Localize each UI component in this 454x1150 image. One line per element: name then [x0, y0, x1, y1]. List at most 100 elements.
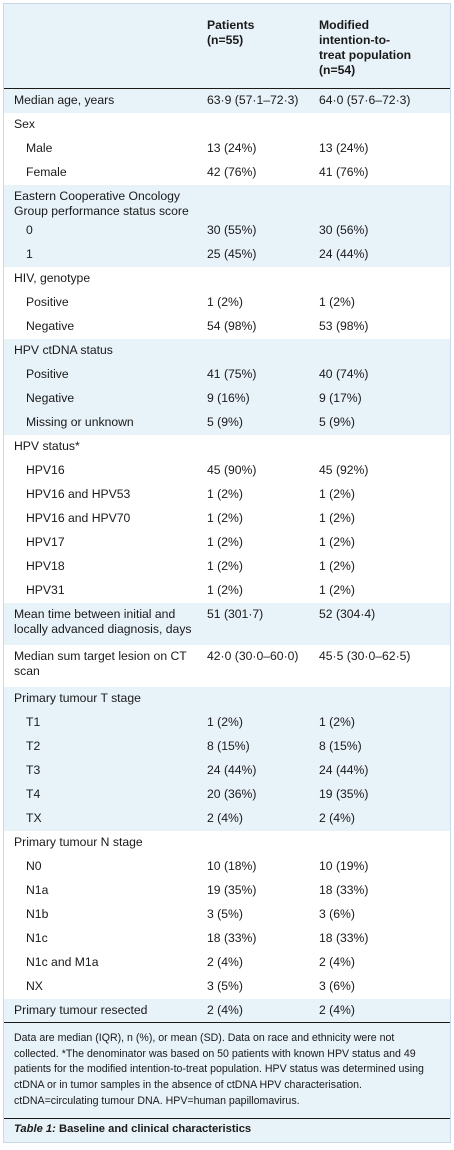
patients-value: 45 (90%)	[207, 462, 257, 477]
mitt-value: 1 (2%)	[319, 558, 355, 573]
mitt-value: 13 (24%)	[319, 140, 369, 155]
row-label: NX	[26, 978, 43, 993]
mitt-value: 24 (44%)	[319, 762, 369, 777]
row-label: Female	[26, 164, 67, 179]
row-label: Eastern Cooperative Oncology Group perfo…	[14, 188, 189, 218]
patients-value: 8 (15%)	[207, 738, 250, 753]
mitt-value	[319, 113, 450, 137]
patients-value: 9 (16%)	[207, 390, 250, 405]
mitt-value: 40 (74%)	[319, 366, 369, 381]
patients-value: 41 (75%)	[207, 366, 257, 381]
row-label: Negative	[26, 318, 75, 333]
table-row: HIV, genotype	[4, 266, 450, 291]
table-row: N0 10 (18%) 10 (19%)	[4, 854, 450, 879]
mitt-value: 5 (9%)	[319, 414, 355, 429]
table-row: HPV16 45 (90%) 45 (92%)	[4, 458, 450, 483]
row-label: Median sum target lesion on CT scan	[14, 648, 187, 678]
patients-value: 42 (76%)	[207, 164, 257, 179]
table-footnote: Data are median (IQR), n (%), or mean (S…	[14, 1032, 424, 1107]
patients-value: 13 (24%)	[207, 140, 257, 155]
mitt-value: 2 (4%)	[319, 954, 355, 969]
row-label: T3	[26, 762, 41, 777]
patients-value: 5 (9%)	[207, 414, 243, 429]
table-row: HPV16 and HPV70 1 (2%) 1 (2%)	[4, 506, 450, 531]
table-row: 1 25 (45%) 24 (44%)	[4, 242, 450, 267]
table-row: Female 42 (76%) 41 (76%)	[4, 160, 450, 185]
header-mitt-line4: (n=54)	[319, 63, 356, 77]
patients-value: 54 (98%)	[207, 318, 257, 333]
table-row: Missing or unknown 5 (9%) 5 (9%)	[4, 410, 450, 435]
table-row: Positive 1 (2%) 1 (2%)	[4, 290, 450, 315]
table-row: Primary tumour T stage	[4, 686, 450, 711]
table-row: T3 24 (44%) 24 (44%)	[4, 758, 450, 783]
mitt-value: 1 (2%)	[319, 294, 355, 309]
table-row: HPV18 1 (2%) 1 (2%)	[4, 554, 450, 579]
row-label: Male	[26, 140, 53, 155]
mitt-value: 18 (33%)	[319, 882, 369, 897]
row-label: HPV status*	[14, 438, 80, 453]
table-row: HPV16 and HPV53 1 (2%) 1 (2%)	[4, 482, 450, 507]
mitt-value	[319, 339, 450, 363]
table-row: Mean time between initial and locally ad…	[4, 602, 450, 645]
row-label: Mean time between initial and locally ad…	[14, 606, 192, 636]
row-label: Negative	[26, 390, 75, 405]
row-label: N1c and M1a	[26, 954, 99, 969]
header-patients-line1: Patients	[207, 18, 255, 32]
table-row: NX 3 (5%) 3 (6%)	[4, 974, 450, 999]
row-label: Median age, years	[14, 93, 115, 107]
row-label: HIV, genotype	[14, 270, 91, 285]
mitt-value: 30 (56%)	[319, 222, 369, 237]
table-row: Positive 41 (75%) 40 (74%)	[4, 362, 450, 387]
patients-value: 10 (18%)	[207, 858, 257, 873]
row-label: N1c	[26, 930, 48, 945]
table-row: Negative 54 (98%) 53 (98%)	[4, 314, 450, 339]
row-label: Primary tumour N stage	[14, 834, 143, 849]
row-label: 1	[26, 246, 33, 261]
mitt-value: 1 (2%)	[319, 714, 355, 729]
patients-value: 2 (4%)	[207, 1002, 243, 1017]
mitt-value: 1 (2%)	[319, 486, 355, 501]
mitt-value	[319, 831, 450, 855]
patients-value	[207, 435, 319, 459]
header-mitt-line2: intention-to-	[319, 33, 391, 47]
patients-value	[207, 831, 319, 855]
row-label: Missing or unknown	[26, 414, 134, 429]
patients-value	[207, 687, 319, 711]
row-label: HPV16 and HPV70	[26, 510, 131, 525]
row-label: HPV ctDNA status	[14, 342, 113, 357]
row-label: HPV31	[26, 582, 65, 597]
table-row: Primary tumour N stage	[4, 830, 450, 855]
header-patients: Patients (n=55)	[207, 4, 319, 89]
mitt-value: 2 (4%)	[319, 1002, 355, 1017]
table-row: HPV31 1 (2%) 1 (2%)	[4, 578, 450, 603]
patients-value: 2 (4%)	[207, 954, 243, 969]
mitt-value: 53 (98%)	[319, 318, 369, 333]
table-row: Median sum target lesion on CT scan 42·0 …	[4, 644, 450, 687]
row-label: 0	[26, 222, 33, 237]
mitt-value: 1 (2%)	[319, 534, 355, 549]
mitt-value	[319, 185, 450, 219]
mitt-value: 18 (33%)	[319, 930, 369, 945]
patients-value: 20 (36%)	[207, 786, 257, 801]
row-label: Positive	[26, 366, 69, 381]
mitt-value: 1 (2%)	[319, 582, 355, 597]
mitt-value: 10 (19%)	[319, 858, 369, 873]
mitt-value: 2 (4%)	[319, 810, 355, 825]
header-mitt: Modified intention-to- treat population …	[319, 4, 450, 89]
patients-value: 1 (2%)	[207, 582, 243, 597]
row-label: HPV17	[26, 534, 65, 549]
mitt-value	[319, 687, 450, 711]
table-row: N1c 18 (33%) 18 (33%)	[4, 926, 450, 951]
table-row: Male 13 (24%) 13 (24%)	[4, 136, 450, 161]
patients-value: 1 (2%)	[207, 714, 243, 729]
mitt-value: 24 (44%)	[319, 246, 369, 261]
caption-text: Baseline and clinical characteristics	[58, 1123, 252, 1135]
mitt-value: 9 (17%)	[319, 390, 362, 405]
patients-value	[207, 185, 319, 219]
patients-value: 30 (55%)	[207, 222, 257, 237]
header-characteristic	[4, 4, 207, 89]
table-caption: Table 1: Baseline and clinical character…	[4, 1118, 450, 1135]
patients-value: 1 (2%)	[207, 510, 243, 525]
patients-value: 3 (5%)	[207, 978, 243, 993]
mitt-value	[319, 435, 450, 459]
